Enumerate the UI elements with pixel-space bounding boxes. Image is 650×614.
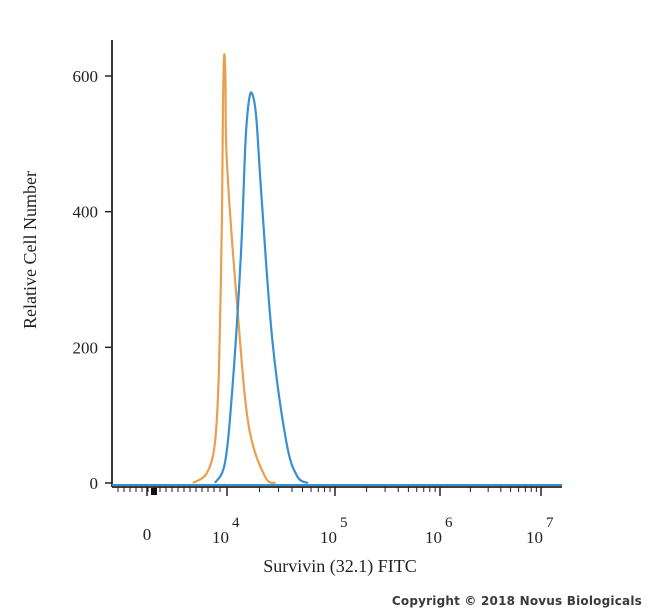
x-tick-exponent: 6: [445, 515, 453, 531]
x-tick-exponent: 4: [232, 515, 240, 531]
x-tick-label: 10: [320, 528, 337, 547]
x-tick-exponent: 5: [340, 515, 348, 531]
x-tick-label: 0: [143, 525, 152, 544]
copyright-notice: Copyright © 2018 Novus Biologicals: [391, 594, 642, 608]
x-tick-label: 10: [212, 528, 229, 547]
histogram-curve-2: [214, 91, 309, 485]
y-tick-group: 0 200 400 600: [73, 67, 112, 493]
y-axis-label: Relative Cell Number: [20, 171, 40, 329]
y-tick-label: 600: [73, 67, 99, 86]
y-tick-label: 200: [73, 338, 99, 357]
series-group: [112, 53, 562, 495]
axis-zero-marker: [151, 488, 157, 495]
x-tick-label: 10: [526, 528, 543, 547]
x-axis-label: Survivin (32.1) FITC: [263, 556, 417, 577]
y-tick-label: 400: [73, 203, 99, 222]
y-tick-label: 0: [90, 474, 99, 493]
x-tick-label: 10: [425, 528, 442, 547]
x-tick-exponent: 7: [546, 515, 554, 531]
histogram-curve-1: [192, 53, 277, 485]
